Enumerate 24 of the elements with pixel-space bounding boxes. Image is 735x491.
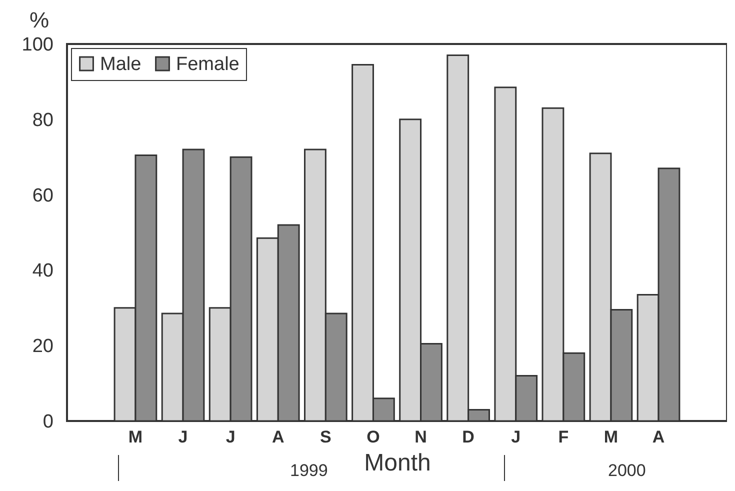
y-tick-label: 40: [32, 260, 54, 282]
y-tick-label: 0: [42, 412, 54, 432]
x-tick-label: J: [511, 428, 521, 446]
x-tick-label: S: [320, 428, 332, 446]
x-axis-title: Month: [364, 450, 431, 476]
x-tick-label: M: [128, 428, 143, 446]
x-tick-label: A: [272, 428, 284, 446]
x-tick-label: D: [462, 428, 474, 446]
x-tick-label: J: [178, 428, 188, 446]
y-tick-label: 80: [32, 110, 54, 131]
x-tick-label: A: [652, 428, 665, 446]
text: 1999: [290, 461, 328, 481]
x-tick-label: F: [558, 428, 569, 446]
x-tick-label: O: [366, 428, 380, 446]
y-tick-label: 60: [32, 185, 54, 206]
text: 2000: [608, 461, 646, 481]
legend-label: Female: [176, 54, 240, 75]
y-tick-label: 20: [32, 336, 54, 358]
x-tick-label: N: [414, 428, 427, 446]
legend-label: Male: [100, 54, 142, 75]
y-axis-title: %: [30, 8, 50, 32]
x-tick-label: M: [604, 428, 618, 446]
y-tick-label: 100: [22, 34, 54, 56]
x-tick-label: J: [226, 428, 236, 446]
